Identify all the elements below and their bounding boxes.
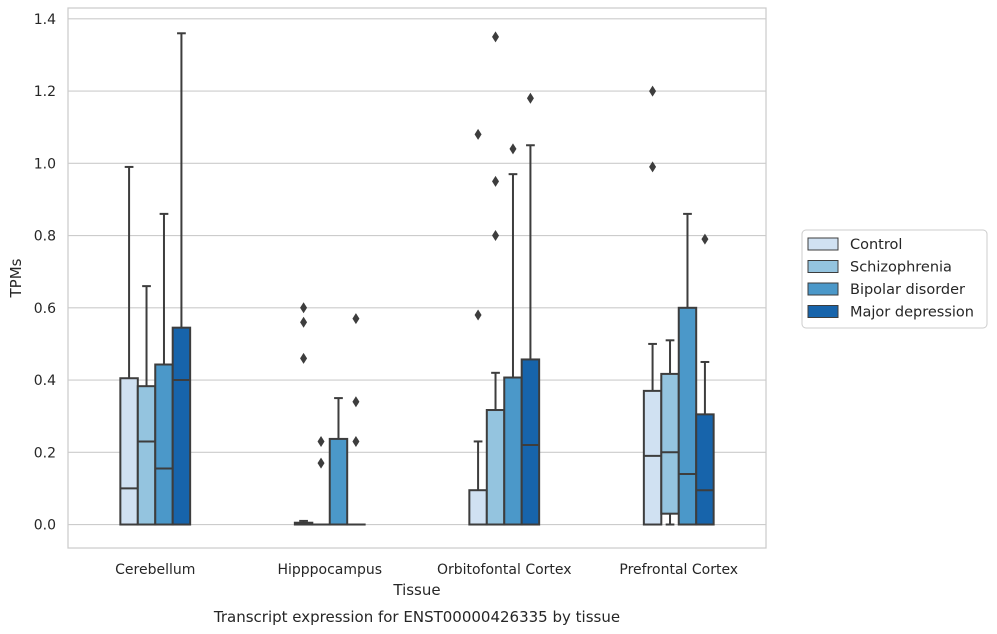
box-schizophrenia <box>136 285 157 526</box>
box-iqr <box>485 409 506 526</box>
outlier-point <box>300 352 308 364</box>
box-bipolar-disorder <box>677 212 698 526</box>
legend-swatch <box>807 237 839 251</box>
outlier-point <box>352 313 360 325</box>
x-axis-label: Tissue <box>392 581 440 599</box>
x-axis-ticks: Cerebellum Hipppocampus Orbitofontal Corte… <box>115 562 738 578</box>
box-iqr <box>520 358 541 526</box>
y-axis-label: TPMs <box>7 258 25 298</box>
legend-label: Major depression <box>850 305 974 321</box>
legend-label: Schizophrenia <box>850 260 952 276</box>
box-bipolar-disorder <box>328 397 349 526</box>
y-tick-label: 0.2 <box>34 445 56 461</box>
box-schizophrenia <box>311 435 331 526</box>
box-major-depression <box>346 313 366 526</box>
outlier-point <box>317 457 325 469</box>
box-iqr <box>119 377 139 526</box>
legend-label: Control <box>850 237 902 253</box>
outlier-point <box>300 302 308 314</box>
y-tick-label: 0.0 <box>34 518 56 534</box>
outlier-point <box>352 396 360 408</box>
y-tick-label: 1.0 <box>34 156 56 172</box>
outlier-point <box>352 435 360 447</box>
outlier-point <box>492 230 500 242</box>
box-bipolar-disorder <box>154 212 174 526</box>
box-control <box>642 85 663 526</box>
box-iqr <box>660 372 680 515</box>
y-tick-label: 0.8 <box>34 229 56 245</box>
outlier-point <box>509 143 517 155</box>
plot-frame <box>67 7 767 549</box>
x-tick-label: Prefrontal Cortex <box>619 562 738 578</box>
box-iqr <box>677 306 698 526</box>
box-major-depression <box>520 92 541 526</box>
legend-swatch <box>807 282 839 296</box>
box-control <box>293 302 314 526</box>
legend-label: Bipolar disorder <box>850 282 965 298</box>
chart-caption: Transcript expression for ENST0000042633… <box>213 608 620 626</box>
box-iqr <box>695 413 715 526</box>
y-axis-ticks: 0.0 0.2 0.4 0.6 0.8 1.0 1.2 1.4 <box>34 12 56 534</box>
x-tick-label: Orbitofontal Cortex <box>437 562 572 578</box>
outlier-point <box>492 31 500 43</box>
y-tick-label: 0.6 <box>34 301 56 317</box>
legend-swatch <box>807 260 839 273</box>
legend-frame <box>801 229 988 329</box>
box-iqr <box>642 389 663 526</box>
box-schizophrenia <box>485 31 506 526</box>
box-iqr <box>171 326 192 526</box>
x-tick-label: Cerebellum <box>115 562 195 578</box>
box-iqr <box>136 385 157 526</box>
outlier-point <box>701 233 709 245</box>
outlier-point <box>649 161 657 173</box>
outlier-point <box>474 309 482 321</box>
y-tick-label: 1.2 <box>34 84 56 100</box>
outlier-point <box>300 316 308 328</box>
box-control <box>468 128 488 526</box>
outlier-point <box>492 175 500 187</box>
outlier-point <box>526 92 534 104</box>
legend: Control Schizophrenia Bipolar disorder Majo… <box>801 229 988 329</box>
box-control <box>119 165 139 526</box>
box-major-depression <box>171 32 192 526</box>
box-iqr <box>328 437 349 526</box>
legend-swatch <box>807 305 839 318</box>
outlier-point <box>474 128 482 140</box>
y-tick-label: 1.4 <box>34 12 56 28</box>
box-plot-marks <box>119 31 715 526</box>
x-tick-label: Hipppocampus <box>277 562 382 578</box>
box-bipolar-disorder <box>503 143 523 526</box>
box-iqr <box>503 376 523 526</box>
box-major-depression <box>695 233 715 526</box>
box-schizophrenia <box>660 339 680 526</box>
box-iqr <box>468 489 488 526</box>
y-tick-label: 0.4 <box>34 373 56 389</box>
outlier-point <box>317 435 325 447</box>
outlier-point <box>649 85 657 97</box>
box-iqr <box>154 363 174 526</box>
